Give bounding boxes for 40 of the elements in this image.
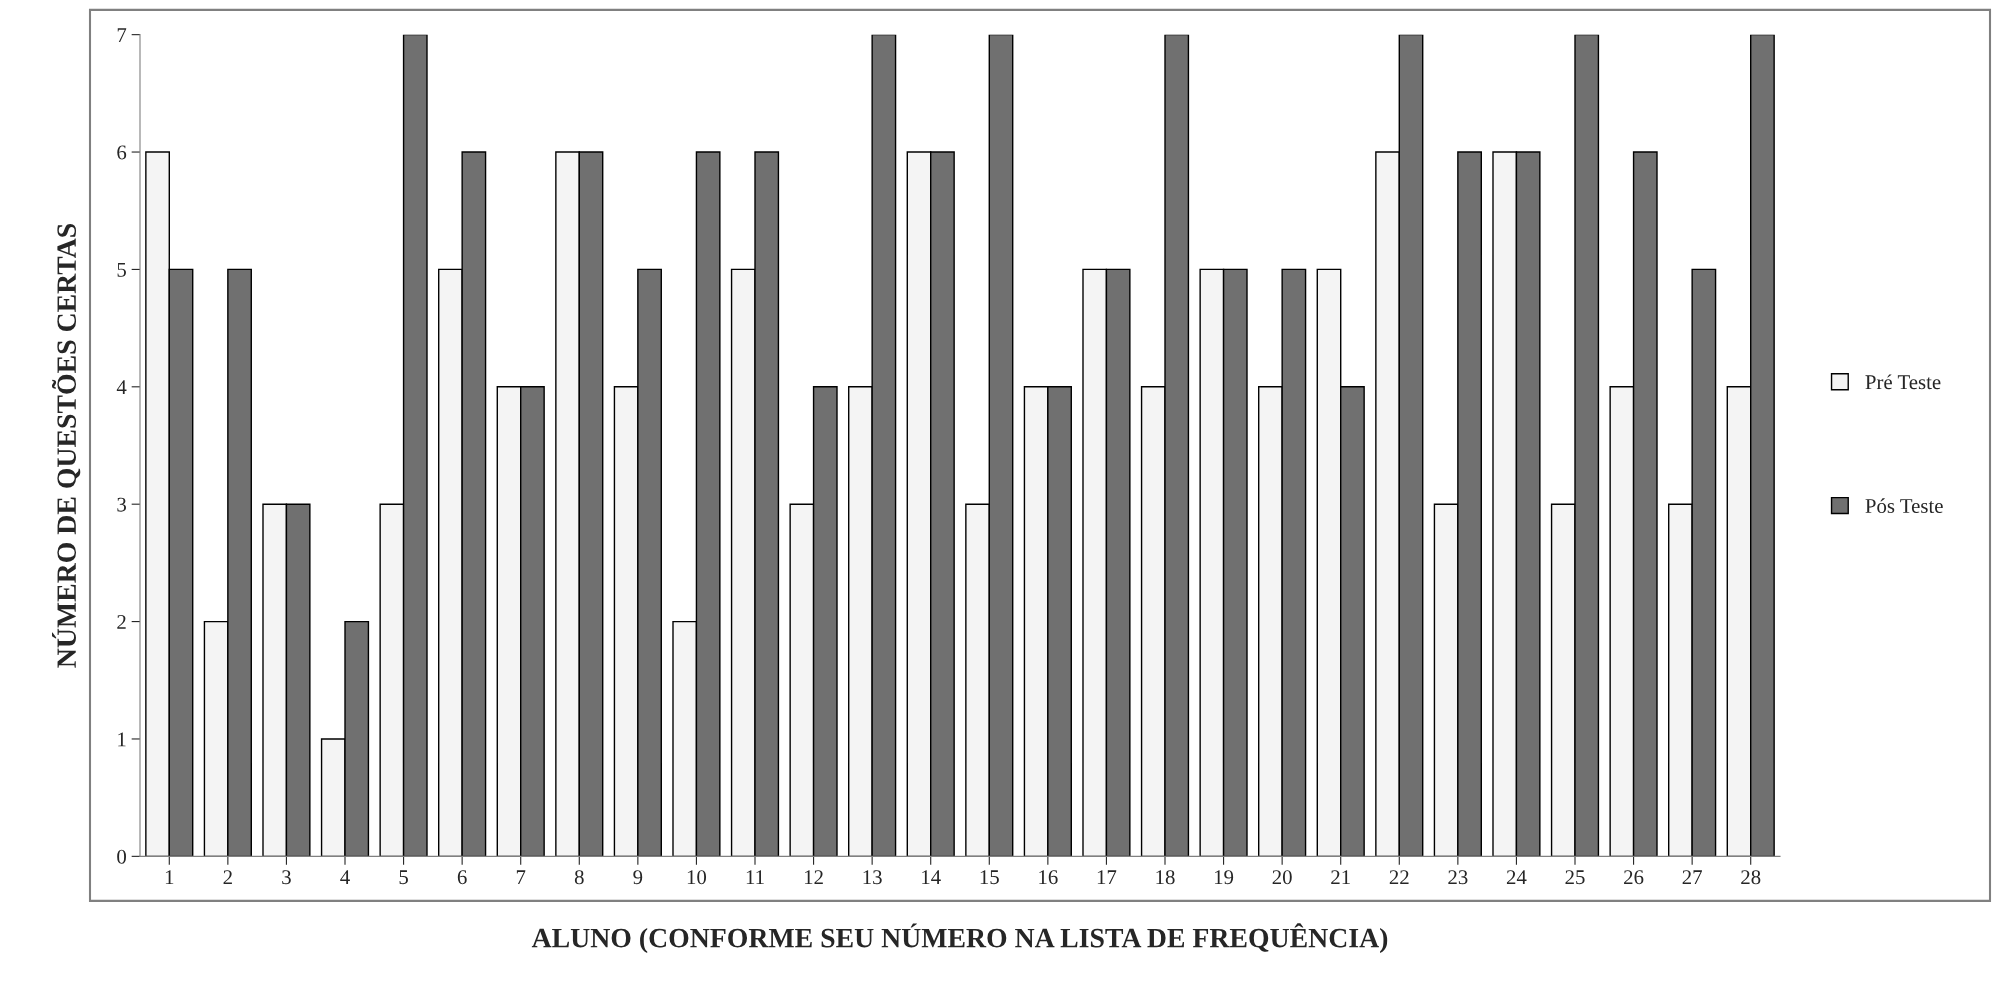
x-tick-label: 5 [399,870,408,885]
y-axis-title: NÚMERO DE QUESTÕES CERTAS [51,224,81,668]
x-tick-label: 16 [1039,870,1058,885]
x-tick-label: 20 [1272,870,1292,885]
x-tick-label: 7 [516,870,526,884]
y-tick-label: 7 [117,28,127,42]
x-tick-label: 1 [165,870,174,884]
x-tick-label: 19 [1214,870,1234,885]
y-tick-label: 3 [117,497,126,512]
y-tick-label: 0 [117,849,127,864]
x-tick-label: 2 [223,870,232,884]
y-tick-label: 1 [118,732,126,747]
y-tick-label: 5 [117,263,126,277]
x-tick-label: 3 [282,870,291,885]
y-tick-label: 2 [117,615,126,629]
x-tick-label: 6 [457,870,467,885]
x-tick-label: 8 [574,870,584,885]
x-tick-label: 21 [1331,870,1350,884]
x-tick-label: 22 [1389,870,1409,884]
x-tick-label: 10 [687,870,707,885]
y-tick-label: 4 [116,380,127,395]
x-tick-label: 25 [1565,870,1585,885]
x-tick-label: 13 [863,870,882,885]
legend-label: Pré Teste [1865,374,1941,390]
x-tick-label: 14 [922,870,941,884]
legend-label: Pós Teste [1865,498,1943,513]
y-tick-label: 6 [117,145,127,160]
x-tick-label: 24 [1506,870,1527,884]
x-axis-title: ALUNO (CONFORME SEU NÚMERO NA LISTA DE FREQUÊNCIA) [531,923,1388,954]
x-tick-label: 18 [1156,870,1175,885]
x-tick-label: 4 [340,870,350,884]
x-tick-label: 28 [1741,870,1761,885]
x-tick-label: 17 [1097,870,1117,884]
x-tick-label: 11 [746,870,764,884]
x-tick-label: 15 [980,870,999,885]
x-tick-label: 27 [1682,870,1702,884]
x-tick-label: 26 [1624,870,1644,885]
x-tick-label: 23 [1448,870,1468,885]
x-tick-label: 12 [804,870,823,884]
x-tick-label: 9 [633,870,643,885]
